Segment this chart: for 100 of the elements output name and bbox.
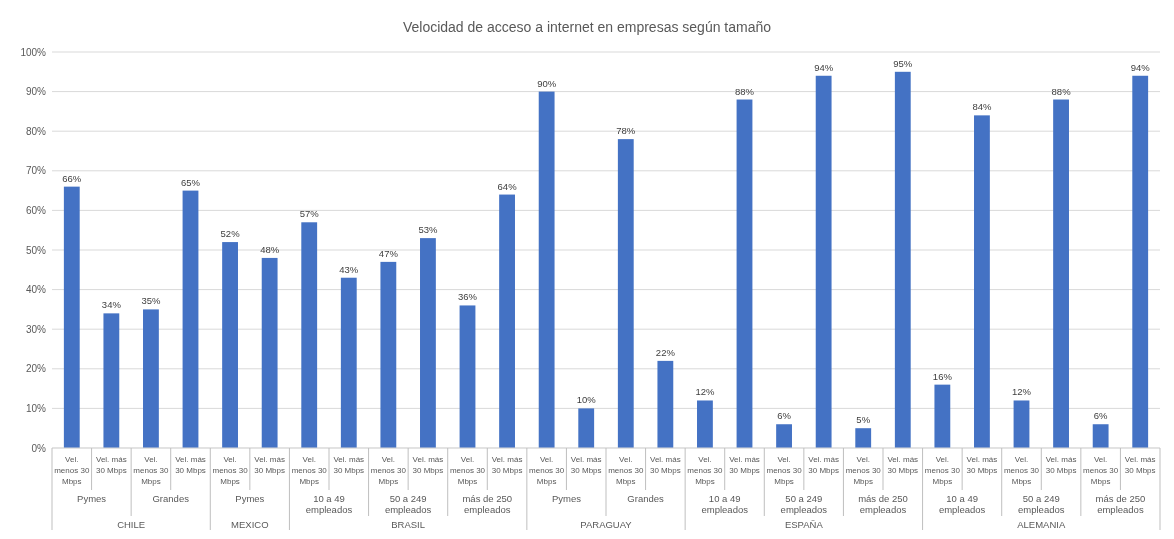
bar xyxy=(578,408,595,448)
data-label: 84% xyxy=(972,101,992,113)
text: 50 a 249 empleados xyxy=(384,493,432,515)
x-tick-label: Vel. menos 30 Mbps xyxy=(133,455,170,486)
bar xyxy=(776,424,792,448)
bar xyxy=(143,309,159,448)
data-label: 88% xyxy=(1051,85,1072,97)
bar xyxy=(855,428,872,448)
y-tick-label: 60% xyxy=(25,204,47,216)
data-label: 57% xyxy=(299,208,320,220)
bar xyxy=(538,91,555,448)
data-label: 12% xyxy=(695,386,715,398)
y-tick-label: 70% xyxy=(25,165,47,177)
bar xyxy=(301,222,318,448)
data-label: 6% xyxy=(777,410,792,422)
data-label: 10% xyxy=(576,394,597,406)
x-tick-label: Vel. más 30 Mbps xyxy=(491,455,523,475)
data-label: 47% xyxy=(378,247,399,259)
bar xyxy=(499,194,515,448)
bar xyxy=(736,99,753,448)
text: más de 250 empleados xyxy=(858,493,908,515)
text: 50 a 249 empleados xyxy=(1018,493,1065,515)
y-tick-label: 30% xyxy=(25,323,47,335)
data-label: 90% xyxy=(537,77,557,89)
text: Grandes xyxy=(627,493,665,504)
y-tick-label: 20% xyxy=(25,363,47,375)
data-label: 94% xyxy=(1130,61,1151,73)
data-label: 34% xyxy=(101,299,122,311)
bar xyxy=(617,139,634,448)
y-tick-label: 50% xyxy=(25,244,47,256)
text: ESPAÑA xyxy=(784,519,824,530)
y-tick-label: 0% xyxy=(31,442,47,454)
bar xyxy=(380,261,397,448)
text: 10 a 49 empleados xyxy=(305,493,353,515)
x-tick-label: Vel. menos 30 Mbps xyxy=(924,455,961,486)
x-tick-label: Vel. menos 30 Mbps xyxy=(291,455,328,486)
data-label: 94% xyxy=(814,61,834,73)
data-label: 64% xyxy=(497,180,518,192)
data-label: 48% xyxy=(260,243,280,255)
text: 10 a 49 empleados xyxy=(938,493,986,515)
text: más de 250 empleados xyxy=(1095,493,1146,515)
text: MEXICO xyxy=(231,519,269,530)
x-tick-label: Vel. menos 30 Mbps xyxy=(845,455,882,486)
data-label: 65% xyxy=(180,176,201,188)
text: ALEMANIA xyxy=(1017,519,1066,530)
x-tick-label: Vel. más 30 Mbps xyxy=(175,455,206,475)
x-tick-label: Vel. más 30 Mbps xyxy=(254,455,285,475)
x-tick-label: Vel. menos 30 Mbps xyxy=(370,455,407,486)
bar xyxy=(459,305,476,448)
data-label: 35% xyxy=(141,295,161,307)
data-label: 95% xyxy=(893,57,913,69)
bar xyxy=(261,257,278,448)
x-tick-label: Vel. más 30 Mbps xyxy=(1045,455,1077,475)
text: 50 a 249 empleados xyxy=(780,493,828,515)
chart-title: Velocidad de acceso a internet en empresas según tamaño xyxy=(402,19,772,35)
data-label: 16% xyxy=(932,370,953,382)
x-tick-label: Vel. menos 30 Mbps xyxy=(1003,455,1040,486)
x-tick-label: Vel. más 30 Mbps xyxy=(729,455,760,475)
bar xyxy=(340,277,357,448)
text: Pymes xyxy=(77,493,107,504)
x-tick-label: Vel. menos 30 Mbps xyxy=(54,455,90,486)
x-tick-label: Vel. menos 30 Mbps xyxy=(212,455,249,486)
x-tick-label: Vel. más 30 Mbps xyxy=(96,455,127,475)
x-tick-label: Vel. menos 30 Mbps xyxy=(449,455,486,486)
y-tick-label: 80% xyxy=(25,125,47,137)
bar xyxy=(182,190,199,448)
x-tick-label: Vel. más 30 Mbps xyxy=(333,455,365,475)
data-label: 36% xyxy=(457,291,478,303)
data-label: 6% xyxy=(1093,410,1109,422)
data-label: 12% xyxy=(1011,386,1032,398)
text: CHILE xyxy=(117,519,146,530)
data-label: 66% xyxy=(62,172,82,184)
bar xyxy=(103,313,120,448)
y-tick-label: 10% xyxy=(25,402,47,414)
text: más de 250 empleados xyxy=(462,493,513,515)
x-tick-label: Vel. más 30 Mbps xyxy=(1124,455,1156,475)
x-tick-label: Vel. más 30 Mbps xyxy=(650,455,681,475)
x-tick-label: Vel. menos 30 Mbps xyxy=(608,455,644,486)
x-tick-label: Vel. menos 30 Mbps xyxy=(687,455,724,486)
text: BRASIL xyxy=(391,519,426,530)
data-label: 52% xyxy=(220,228,241,240)
x-tick-label: Vel. más 30 Mbps xyxy=(808,455,839,475)
data-label: 22% xyxy=(655,346,676,358)
bar xyxy=(657,360,674,448)
bar xyxy=(697,400,713,448)
bar xyxy=(974,115,990,448)
text: Pymes xyxy=(235,493,265,504)
bar xyxy=(894,71,911,448)
bar xyxy=(1132,75,1149,448)
text: Pymes xyxy=(551,493,582,504)
bar xyxy=(1013,400,1030,448)
x-tick-label: Vel. más 30 Mbps xyxy=(887,455,919,475)
data-label: 5% xyxy=(856,414,871,426)
data-label: 53% xyxy=(418,224,438,236)
bar xyxy=(1053,99,1069,448)
data-label: 88% xyxy=(734,85,755,97)
x-tick-label: Vel. menos 30 Mbps xyxy=(1083,455,1119,486)
y-tick-label: 100% xyxy=(20,46,47,58)
x-tick-label: Vel. menos 30 Mbps xyxy=(766,455,803,486)
bar xyxy=(815,75,832,448)
